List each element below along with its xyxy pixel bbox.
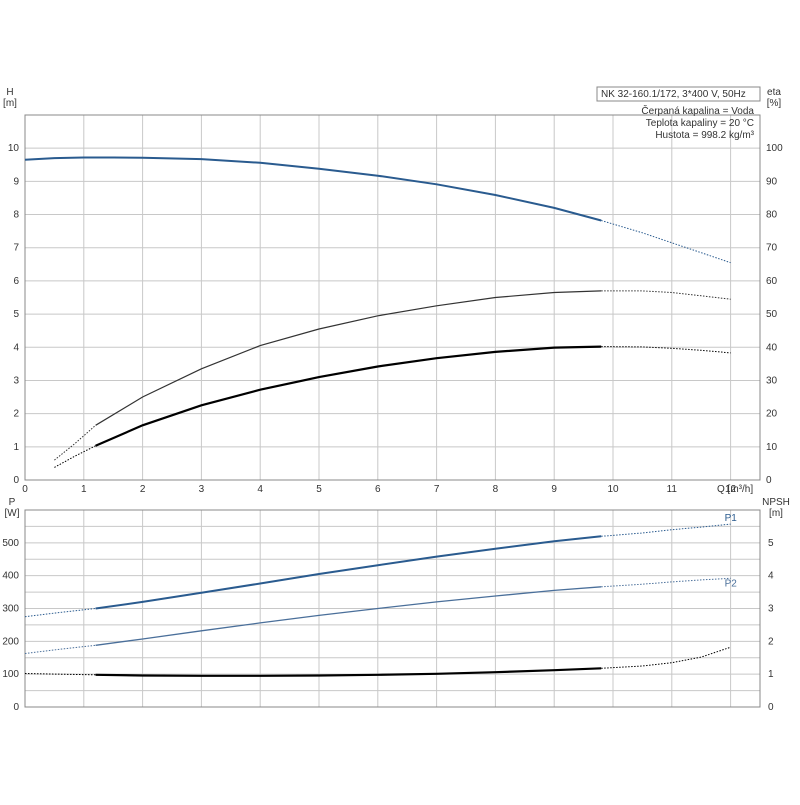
series-line-dotted	[601, 577, 731, 588]
series-label: P2	[725, 578, 738, 589]
info-box-line: Hustota = 998.2 kg/m³	[655, 130, 754, 141]
y-right-tick-label: 40	[766, 342, 778, 353]
y-left-tick-label: 100	[2, 669, 19, 680]
y-left-tick-label: 7	[13, 243, 19, 254]
y-left-tick-label: 6	[13, 276, 19, 287]
series-line-dotted	[24, 644, 96, 654]
y-right-tick-label: 0	[768, 702, 774, 713]
x-axis-label: Q [m³/h]	[717, 484, 753, 495]
series-line-dotted	[24, 608, 96, 618]
series-line-dotted	[601, 346, 731, 354]
info-box-title-frame	[596, 86, 761, 102]
series-line	[95, 535, 602, 610]
y-left-tick-label: 1	[13, 442, 19, 453]
y-right-tick-label: 2	[768, 636, 774, 647]
y-right-tick-label: 80	[766, 210, 778, 221]
y-right-tick-label: 4	[768, 571, 774, 582]
series-label: P1	[725, 513, 738, 524]
y-left-tick-label: 2	[13, 409, 19, 420]
series-line-dotted	[601, 220, 731, 264]
x-tick-label: 11	[667, 484, 678, 495]
y-left-tick-label: 9	[13, 176, 19, 187]
series-line	[95, 345, 602, 447]
y-right-tick-label: 5	[768, 538, 774, 549]
x-tick-label: 7	[434, 484, 440, 495]
series-line-dotted	[54, 424, 96, 461]
y-right-tick-label: 1	[768, 669, 774, 680]
y-right-tick-label: 30	[766, 375, 778, 386]
y-left-axis-label: [W]	[5, 508, 20, 519]
y-right-axis-label: NPSH	[762, 497, 790, 508]
y-right-axis-label: [%]	[767, 98, 782, 109]
series-line	[24, 156, 602, 222]
y-left-axis-label: H	[6, 87, 13, 98]
bottom-plot-frame	[24, 509, 761, 708]
y-right-axis-label: [m]	[769, 508, 783, 519]
y-right-tick-label: 100	[766, 143, 783, 154]
series-line-dotted	[601, 290, 731, 300]
x-tick-label: 6	[375, 484, 381, 495]
x-tick-label: 2	[140, 484, 146, 495]
y-right-tick-label: 10	[766, 442, 778, 453]
y-right-tick-label: 70	[766, 243, 778, 254]
series-line-dotted	[54, 445, 96, 468]
y-right-tick-label: 90	[766, 176, 778, 187]
series-line-dotted	[601, 646, 731, 669]
y-left-tick-label: 400	[2, 571, 19, 582]
y-left-tick-label: 4	[13, 342, 19, 353]
series-line-dotted	[601, 523, 731, 537]
top-plot-frame	[24, 114, 761, 481]
y-left-tick-label: 10	[8, 143, 20, 154]
info-box-line: Čerpaná kapalina = Voda	[641, 104, 754, 117]
x-tick-label: 9	[551, 484, 557, 495]
y-right-tick-label: 20	[766, 409, 778, 420]
x-tick-label: 3	[199, 484, 205, 495]
y-left-tick-label: 0	[13, 475, 19, 486]
info-box-title: NK 32-160.1/172, 3*400 V, 50Hz	[601, 89, 746, 100]
x-tick-label: 8	[493, 484, 499, 495]
y-left-tick-label: 0	[13, 702, 19, 713]
y-left-axis-label: [m]	[3, 98, 17, 109]
y-left-tick-label: 200	[2, 636, 19, 647]
series-line	[95, 586, 602, 646]
series-line	[95, 667, 602, 677]
series-line	[95, 290, 602, 426]
y-right-tick-label: 60	[766, 276, 778, 287]
x-tick-label: 12	[725, 484, 737, 495]
y-right-tick-label: 50	[766, 309, 778, 320]
y-left-tick-label: 500	[2, 538, 19, 549]
x-tick-label: 5	[316, 484, 322, 495]
x-tick-label: 10	[607, 484, 619, 495]
y-left-axis-label: P	[9, 497, 16, 508]
y-right-tick-label: 0	[766, 475, 772, 486]
x-tick-label: 4	[257, 484, 263, 495]
x-tick-label: 1	[81, 484, 87, 495]
y-right-axis-label: eta	[767, 87, 781, 98]
y-left-tick-label: 5	[13, 309, 19, 320]
info-box-line: Teplota kapaliny = 20 °C	[646, 118, 754, 129]
y-left-tick-label: 8	[13, 210, 19, 221]
y-left-tick-label: 300	[2, 604, 19, 615]
y-left-tick-label: 3	[13, 375, 19, 386]
y-right-tick-label: 3	[768, 604, 774, 615]
x-tick-label: 0	[22, 484, 28, 495]
